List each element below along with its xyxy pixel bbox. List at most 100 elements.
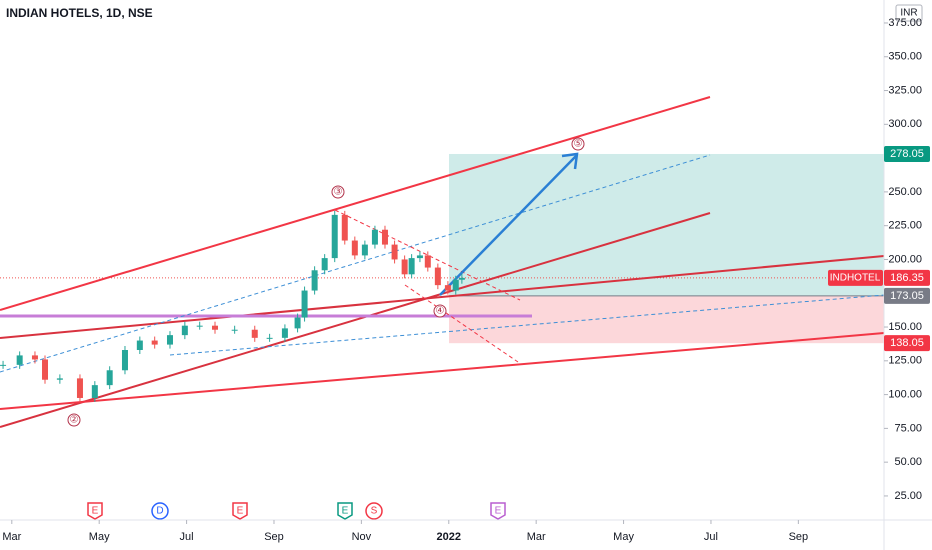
symbol-tag <box>828 269 883 286</box>
candle-body <box>136 340 143 350</box>
candle-body <box>434 267 441 286</box>
candles <box>0 210 465 402</box>
candle-body <box>361 244 368 256</box>
candle-body <box>452 279 459 291</box>
y-tick-label: 200.00 <box>888 253 922 265</box>
candle-body <box>381 229 388 245</box>
y-tick-label: 225.00 <box>888 220 922 232</box>
y-tick-label: 50.00 <box>894 456 922 468</box>
y-tick-label: 250.00 <box>888 186 922 198</box>
price-tag <box>884 287 930 304</box>
event-label: E <box>342 506 349 517</box>
wave-circle <box>433 304 447 318</box>
candle-body <box>166 335 173 345</box>
x-tick-label: Sep <box>789 531 809 543</box>
event-label: E <box>237 506 244 517</box>
event-badge <box>365 502 383 520</box>
wave-label: ④ <box>436 306 445 317</box>
event-label: E <box>495 506 502 517</box>
y-tick-label: 150.00 <box>888 321 922 333</box>
event-badge <box>87 502 103 520</box>
price-tag-label: 278.05 <box>890 148 924 160</box>
price-tag <box>884 335 930 352</box>
stop-zone <box>449 295 884 344</box>
x-tick-label: Jul <box>704 531 718 543</box>
trend-line <box>0 96 711 311</box>
y-tick-label: 25.00 <box>894 490 922 502</box>
event-label: E <box>92 506 99 517</box>
y-tick-label: 75.00 <box>894 422 922 434</box>
price-tag-label: 186.35 <box>890 272 924 284</box>
candle-body <box>231 329 238 331</box>
candle-body <box>401 259 408 275</box>
candle-body <box>424 255 431 268</box>
candle-body <box>91 385 98 398</box>
arrow <box>439 155 577 296</box>
trend-line <box>0 332 885 410</box>
candle-body <box>0 364 7 366</box>
drawings <box>0 96 885 428</box>
wave-label: ② <box>70 415 79 426</box>
wave-circle <box>67 413 81 427</box>
candle-body <box>321 258 328 271</box>
candle-body <box>31 355 38 360</box>
candle-body <box>266 337 273 339</box>
price-tag-label: 173.05 <box>890 290 924 302</box>
candle-body <box>106 370 113 386</box>
candle-body <box>391 244 398 260</box>
y-tick-label: 325.00 <box>888 84 922 96</box>
event-badge <box>232 502 248 520</box>
candle-body <box>371 229 378 245</box>
candle-body <box>301 290 308 318</box>
x-tick-label: Sep <box>264 531 284 543</box>
currency-box <box>895 4 923 22</box>
trend-line <box>0 212 711 428</box>
x-tick-label: May <box>613 531 634 543</box>
candle-body <box>351 240 358 256</box>
candle-body <box>251 329 258 338</box>
event-label: S <box>371 506 378 517</box>
x-tick-label: Jul <box>180 531 194 543</box>
candle-body <box>121 350 128 371</box>
waves: ② ③ ④ ⑤ <box>67 137 585 427</box>
candle-body <box>458 277 465 280</box>
dashed-line <box>0 154 711 373</box>
candle-body <box>408 258 415 275</box>
price-tag <box>884 269 930 286</box>
price-tag-label: 138.05 <box>890 337 924 349</box>
candle-body <box>42 359 49 380</box>
wave-circle <box>331 185 345 199</box>
x-tick-label: 2022 <box>437 531 461 543</box>
target-zone <box>449 153 884 296</box>
chart-title: INDIAN HOTELS, 1D, NSE <box>6 6 153 20</box>
candle-body <box>76 378 83 398</box>
candle-body <box>416 255 423 259</box>
wave-circle <box>571 137 585 151</box>
trend-line <box>0 255 885 339</box>
event-badge <box>337 502 353 520</box>
candle-body <box>331 214 338 259</box>
y-tick-label: 125.00 <box>888 355 922 367</box>
candle-body <box>281 328 288 338</box>
zones <box>0 153 884 344</box>
candle-body <box>151 340 158 345</box>
y-tick-label: 375.00 <box>888 17 922 29</box>
event-badge <box>490 502 506 520</box>
y-tick-label: 100.00 <box>888 389 922 401</box>
event-badge <box>151 502 169 520</box>
candle-body <box>444 285 451 291</box>
candle-body <box>56 378 63 380</box>
candle-body <box>181 325 188 336</box>
y-tick-label: 300.00 <box>888 118 922 130</box>
dashed-line <box>334 209 521 301</box>
symbol-label: INDHOTEL <box>830 273 881 284</box>
wave-label: ⑤ <box>574 139 583 150</box>
candle-body <box>311 270 318 291</box>
currency: INR <box>900 8 917 19</box>
x-tick-label: May <box>89 531 110 543</box>
candle-body <box>294 317 301 329</box>
price-tag <box>884 145 930 162</box>
